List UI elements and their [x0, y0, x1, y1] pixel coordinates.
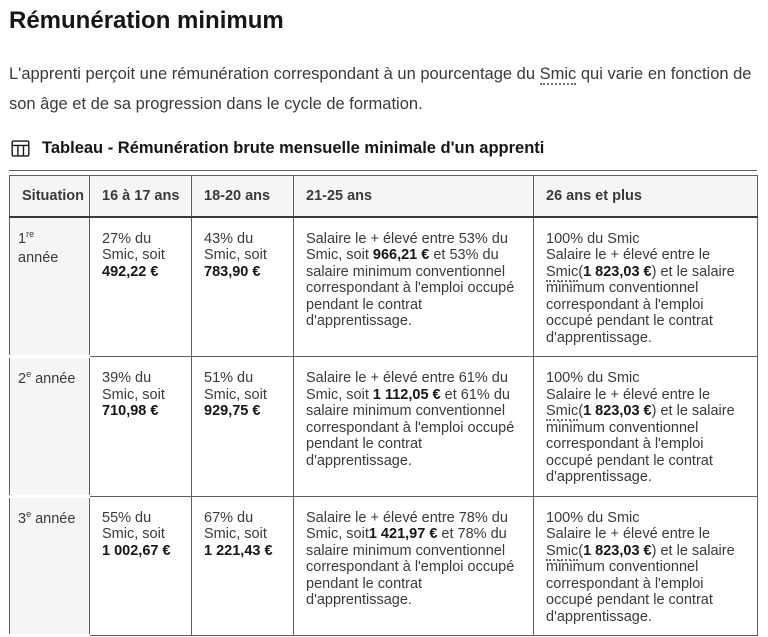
text-segment: et 61% du salaire minimum conventionnel …	[306, 386, 515, 469]
cell-year2-16-17: 39% du Smic, soit 710,98 €	[89, 356, 192, 497]
table-wrapper: Situation 16 à 17 ans 18-20 ans 21-25 an…	[9, 170, 758, 637]
text-segment: Salaire le + élevé entre 78% du Smic, so…	[306, 509, 508, 543]
cell-year1-21-25: Salaire le + élevé entre 53% du Smic, so…	[293, 216, 534, 357]
text-segment: 100% du Smic	[546, 509, 640, 526]
table-header-row: Situation 16 à 17 ans 18-20 ans 21-25 an…	[9, 175, 758, 218]
cell-year1-26-plus: 100% du Smic Salaire le + élevé entre le …	[533, 216, 758, 357]
year-label: 1re	[18, 228, 35, 247]
text-segment: 43% du Smic, soit	[204, 230, 267, 264]
text-segment: 67% du Smic, soit	[204, 509, 267, 543]
text-segment: ) et le salaire minimum conventionnel co…	[546, 403, 735, 485]
text-segment: 1 823,03 €	[583, 542, 652, 559]
text-segment: et 78% du salaire minimum conventionnel …	[306, 526, 515, 608]
column-header-18-20: 18-20 ans	[191, 175, 294, 218]
text-segment: 1 823,03 €	[583, 263, 652, 280]
text-segment: ) et le salaire minimum conventionnel co…	[546, 542, 735, 625]
year-superscript: e	[26, 369, 32, 380]
text-segment: 100% du Smic	[546, 230, 640, 247]
intro-paragraph: L'apprenti perçoit une rémunération corr…	[9, 59, 757, 119]
table-row-year-2: 2e année 39% du Smic, soit 710,98 € 51% d…	[9, 355, 758, 498]
text-segment: 929,75 €	[204, 403, 261, 419]
column-header-21-25: 21-25 ans	[293, 175, 534, 218]
text-segment: et 53% du salaire minimum conventionnel …	[306, 247, 515, 329]
text-segment: 100% du Smic	[546, 370, 640, 386]
table-row-year-3: 3e année 55% du Smic, soit 1 002,67 € 67%…	[9, 494, 758, 637]
text-segment: 1 221,43 €	[204, 542, 273, 559]
table-caption: Tableau - Rémunération brute mensuelle m…	[10, 138, 757, 159]
table-caption-label: Tableau - Rémunération brute mensuelle m…	[42, 139, 545, 157]
year-label-rest: année	[35, 510, 76, 527]
text-segment: Salaire le + élevé entre le	[546, 386, 711, 403]
text-segment: ) et le salaire minimum conventionnel co…	[546, 263, 735, 346]
cell-year2-21-25: Salaire le + élevé entre 61% du Smic, so…	[293, 356, 534, 497]
text-segment: Salaire le + élevé entre le	[546, 247, 711, 263]
abbr-smic[interactable]: Smic	[539, 65, 577, 85]
text-segment: (	[578, 403, 584, 419]
text-segment: qui varie en fonction de son âge et de s…	[9, 65, 752, 113]
text-segment: Salaire le + élevé entre 53% du Smic, so…	[306, 230, 508, 264]
text-segment: 39% du Smic, soit	[102, 370, 165, 403]
cell-year2-18-20: 51% du Smic, soit 929,75 €	[191, 356, 294, 497]
text-segment: 492,22 €	[102, 263, 159, 280]
column-header-16-17: 16 à 17 ans	[89, 175, 192, 218]
year-label: 2e	[18, 369, 32, 387]
table-row-year-1: 1re année 27% du Smic, soit 492,22 € 43% …	[9, 215, 758, 358]
remuneration-table: Situation 16 à 17 ans 18-20 ans 21-25 an…	[9, 175, 758, 637]
year-label-rest: année	[18, 250, 59, 266]
cell-year3-18-20: 67% du Smic, soit 1 221,43 €	[191, 495, 294, 636]
year-label-rest: année	[35, 371, 76, 387]
text-segment: 1 112,05 €	[372, 386, 441, 403]
text-segment: 966,21 €	[372, 247, 430, 263]
page-title: Rémunération minimum	[9, 7, 284, 34]
abbr-smic[interactable]: Smic	[546, 263, 579, 282]
table-grid-icon	[10, 138, 31, 159]
cell-year3-16-17: 55% du Smic, soit 1 002,67 €	[89, 495, 192, 636]
cell-year3-26-plus: 100% du Smic Salaire le + élevé entre le …	[533, 495, 758, 636]
column-header-situation: Situation	[9, 175, 90, 218]
text-segment: 27% du Smic, soit	[102, 230, 165, 264]
row-header-year-1: 1re année	[9, 215, 90, 358]
column-header-26-plus: 26 ans et plus	[533, 175, 758, 218]
cell-year3-21-25: Salaire le + élevé entre 78% du Smic, so…	[293, 495, 534, 636]
cell-year1-18-20: 43% du Smic, soit 783,90 €	[191, 216, 294, 357]
year-label: 3e	[18, 508, 32, 527]
text-segment: 1 421,97 €	[368, 526, 438, 542]
text-segment: L'apprenti perçoit une rémunération corr…	[9, 65, 540, 83]
row-header-year-3: 3e année	[9, 494, 90, 637]
text-segment: 1 002,67 €	[102, 542, 171, 559]
abbr-smic[interactable]: Smic	[546, 542, 579, 561]
year-superscript: re	[26, 228, 35, 239]
text-segment: 55% du Smic, soit	[102, 509, 165, 543]
row-header-year-2: 2e année	[9, 355, 90, 498]
text-segment: 51% du Smic, soit	[204, 370, 267, 403]
text-segment: Salaire le + élevé entre 61% du Smic, so…	[306, 370, 508, 403]
text-segment: (	[578, 542, 584, 559]
abbr-smic[interactable]: Smic	[546, 403, 579, 421]
cell-year2-26-plus: 100% du Smic Salaire le + élevé entre le …	[533, 356, 758, 497]
text-segment: 1 823,03 €	[583, 403, 652, 419]
text-segment: 710,98 €	[102, 403, 159, 419]
year-superscript: e	[26, 508, 32, 519]
text-segment: Salaire le + élevé entre le	[546, 526, 711, 542]
cell-year1-16-17: 27% du Smic, soit 492,22 €	[89, 216, 192, 357]
text-segment: (	[578, 263, 584, 280]
text-segment: 783,90 €	[204, 263, 261, 280]
